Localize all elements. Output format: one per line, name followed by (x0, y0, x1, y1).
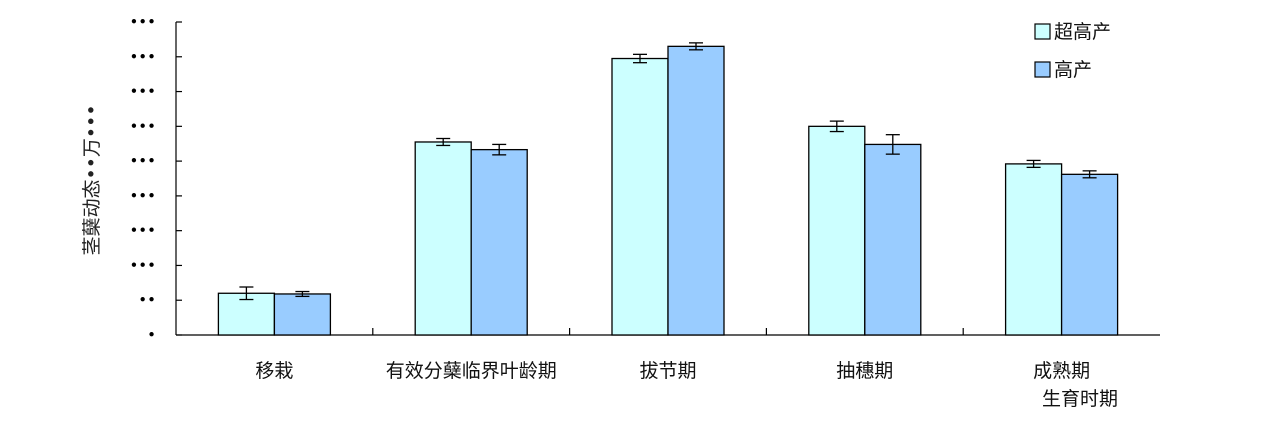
error-bar (633, 53, 647, 64)
y-tick-label: ••• (129, 13, 156, 31)
error-bar (829, 120, 844, 133)
bar-高产-有效分蘖临界叶龄期 (470, 148, 528, 336)
category-label: 成熟期 (1033, 360, 1090, 382)
y-tick-label-text: ••• (129, 152, 156, 170)
error-bar (1082, 170, 1097, 179)
y-tick-label: ••• (129, 48, 156, 66)
y-tick-label: • (147, 326, 156, 344)
bar-超高产-抽穗期 (808, 125, 866, 336)
category-label: 移栽 (255, 360, 293, 382)
y-tick-label: •• (138, 291, 156, 309)
y-tick-label-text: ••• (129, 187, 156, 205)
bar-超高产-移栽 (217, 292, 276, 336)
bars (217, 42, 1119, 336)
legend-label: 超高产 (1054, 21, 1111, 43)
bar-高产-抽穗期 (864, 143, 922, 336)
bar-超高产-成熟期 (1004, 163, 1063, 336)
error-bar (436, 137, 451, 147)
y-tick-label-text: ••• (129, 48, 156, 66)
y-axis-label: 茎蘖动态••万••• (81, 104, 103, 255)
error-bar (689, 42, 703, 51)
y-tick-label: ••• (129, 152, 156, 170)
y-tick-label: ••• (129, 256, 156, 274)
x-axis-label: 生育时期 (1042, 388, 1118, 410)
bar-高产-成熟期 (1060, 173, 1119, 336)
bar-高产-拔节期 (667, 45, 725, 336)
category-label: 有效分蘖临界叶龄期 (386, 360, 557, 382)
y-tick-label: ••• (129, 222, 156, 240)
legend-swatch (1034, 61, 1051, 78)
y-tick-label: ••• (129, 187, 156, 205)
y-ticks: ••••••••••••••••••••••••••• (129, 13, 182, 344)
error-bar (239, 286, 254, 301)
y-tick-label-text: ••• (129, 256, 156, 274)
category-label: 抽穗期 (836, 360, 893, 382)
bar-超高产-有效分蘖临界叶龄期 (414, 141, 472, 336)
legend-label: 高产 (1054, 59, 1092, 81)
y-tick-label-text: ••• (129, 13, 156, 31)
bar-超高产-拔节期 (611, 57, 669, 336)
error-bar (295, 290, 310, 298)
category-labels: 移栽 有效分蘖临界叶龄期 拔节期 抽穗期 成熟期 (255, 360, 1090, 382)
y-tick-label-text: ••• (129, 117, 156, 135)
error-bar (885, 134, 900, 155)
legend-swatch (1034, 23, 1051, 40)
error-bar (1026, 159, 1041, 169)
bar-高产-移栽 (273, 293, 332, 336)
y-tick-label: ••• (129, 117, 156, 135)
y-tick-label-text: •• (138, 291, 156, 309)
y-tick-label-text: • (147, 326, 156, 344)
y-tick-label: ••• (129, 83, 156, 101)
y-tick-label-text: ••• (129, 222, 156, 240)
y-tick-label-text: ••• (129, 83, 156, 101)
category-label: 拔节期 (639, 360, 696, 382)
error-bar (492, 143, 507, 156)
